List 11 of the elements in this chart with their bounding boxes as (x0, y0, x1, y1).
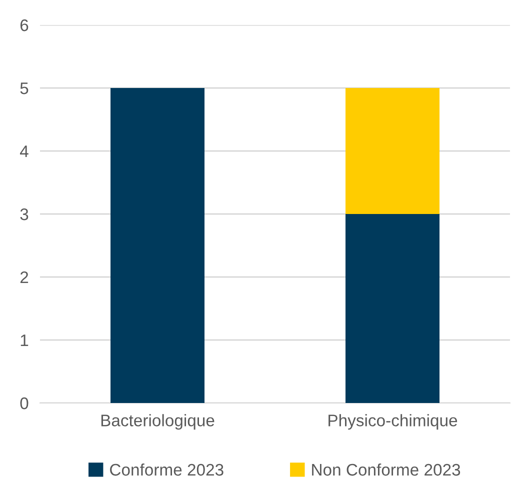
y-tick-label: 2 (20, 271, 28, 284)
y-tick-label: 1 (20, 334, 28, 346)
x-tick-label: Physico-chimique (328, 414, 458, 430)
y-tick-label: 4 (20, 146, 28, 158)
legend-label: Non Conforme 2023 (312, 463, 460, 476)
x-tick-label: Bacteriologique (101, 414, 214, 430)
y-tick-label: 3 (20, 208, 28, 220)
legend-label: Conforme 2023 (110, 463, 224, 476)
y-tick-label: 5 (20, 82, 28, 94)
y-tick-label: 6 (20, 19, 28, 32)
y-tick-label: 0 (20, 397, 28, 410)
